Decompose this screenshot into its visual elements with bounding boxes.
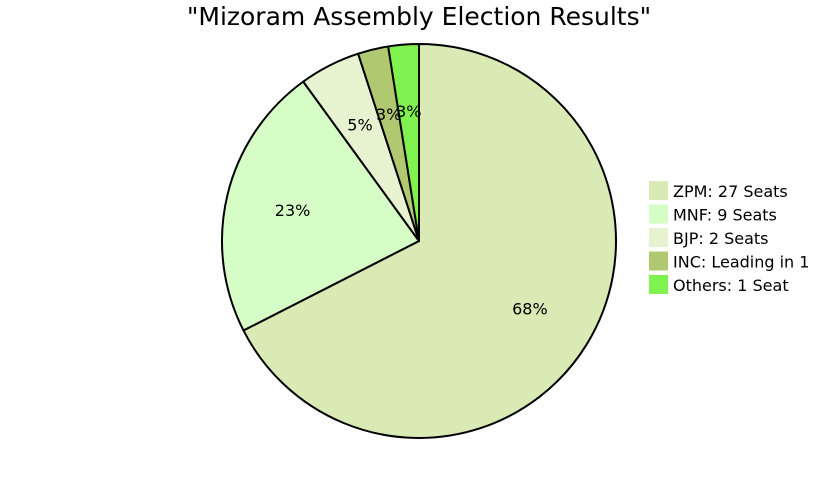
legend: ZPM: 27 Seats MNF: 9 Seats BJP: 2 Seats INC… — [649, 181, 809, 295]
chart-title: "Mizoram Assembly Election Results" — [186, 2, 652, 31]
legend-label: BJP: 2 Seats — [673, 229, 769, 248]
slice-percent-label: 5% — [347, 116, 372, 135]
pie-percent-labels: 68%23%5%3%3% — [275, 102, 548, 319]
slice-percent-label: 3% — [376, 105, 401, 124]
pie-slice — [221, 80, 420, 332]
pie-slices — [221, 43, 617, 439]
pie-slice — [387, 43, 420, 242]
legend-swatch — [649, 228, 668, 247]
slice-percent-label: 3% — [396, 102, 421, 121]
pie-slice — [242, 43, 617, 439]
legend-swatch — [649, 181, 668, 200]
legend-swatch — [649, 251, 668, 271]
slice-percent-label: 68% — [512, 299, 548, 318]
legend-label: MNF: 9 Seats — [673, 206, 777, 225]
legend-label: ZPM: 27 Seats — [673, 182, 788, 201]
legend-label: Others: 1 Seat — [673, 276, 789, 295]
slice-percent-label: 23% — [275, 201, 311, 220]
legend-swatch — [649, 204, 668, 224]
legend-swatch — [649, 275, 668, 294]
legend-label: INC: Leading in 1 — [673, 253, 809, 272]
